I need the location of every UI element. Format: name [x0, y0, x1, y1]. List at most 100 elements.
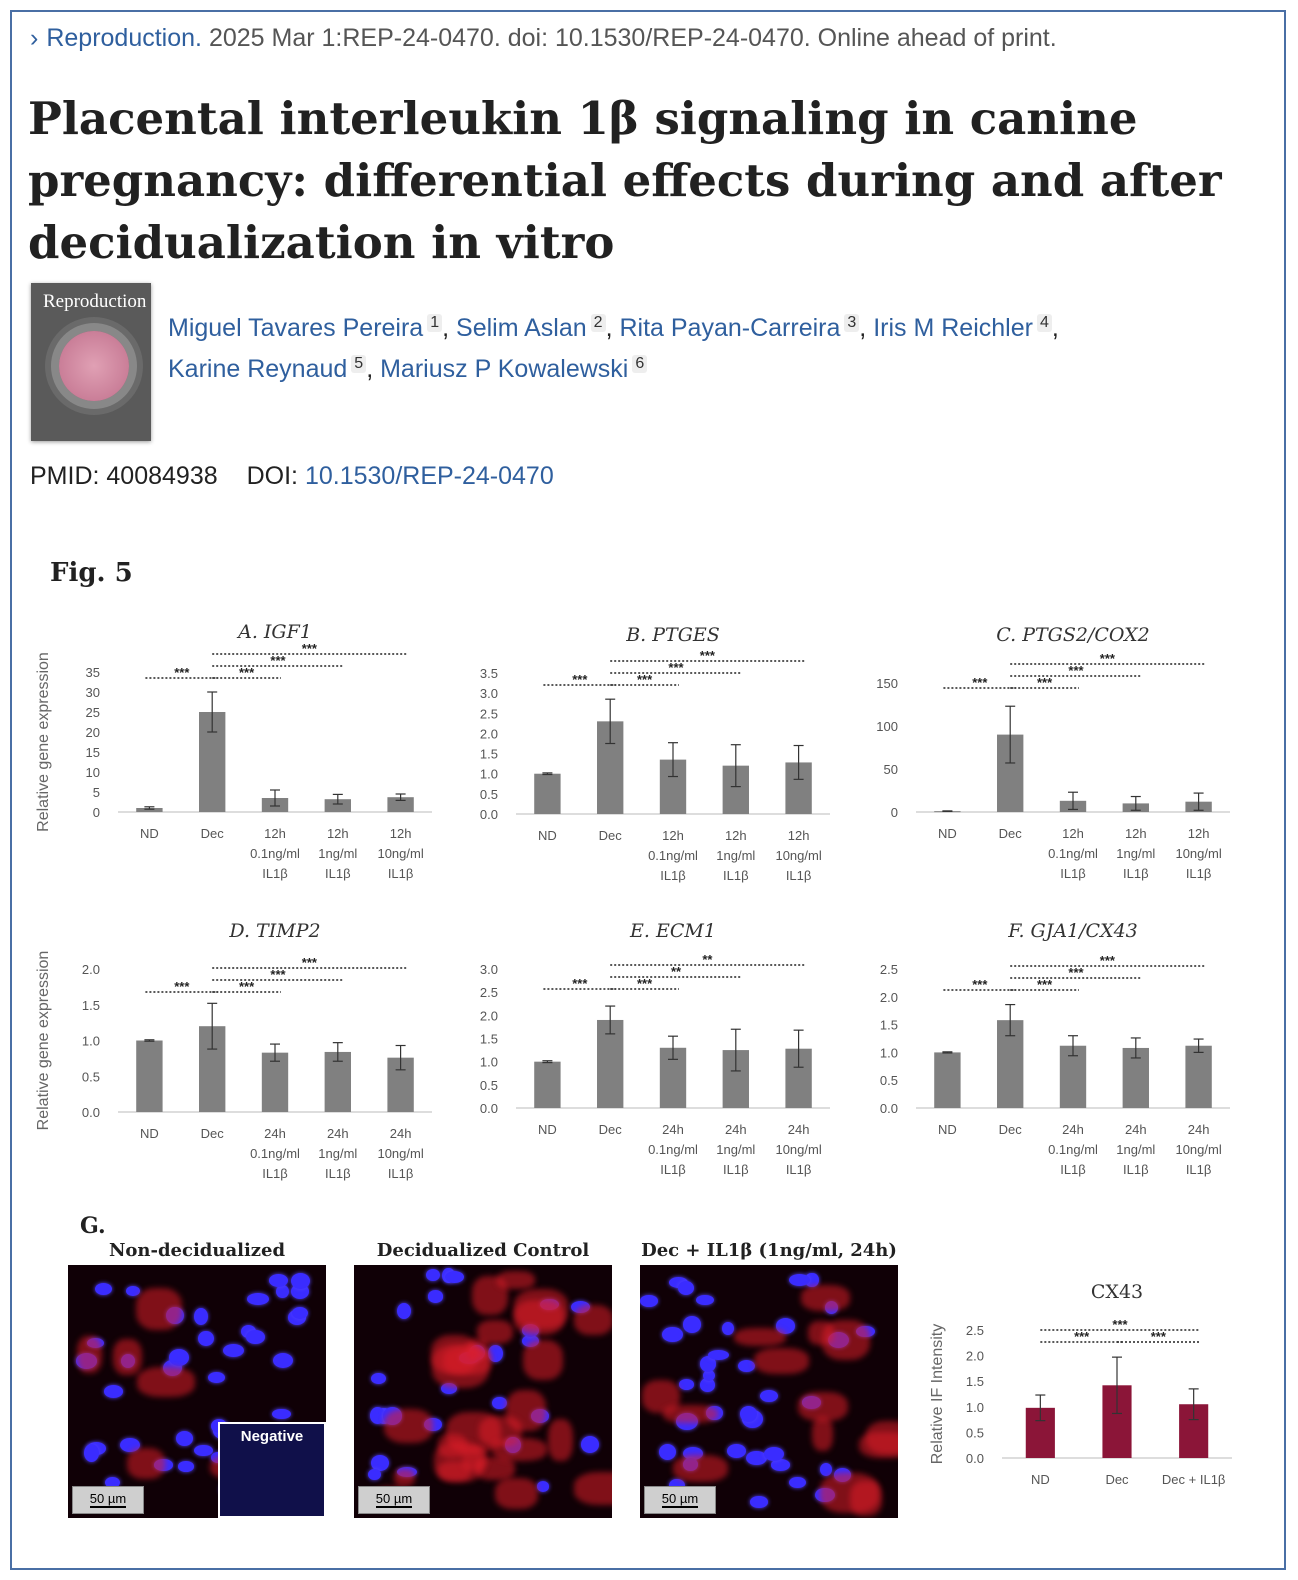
x-tick-label: 1ng/ml [318, 846, 357, 861]
y-tick-label: 2.5 [966, 1323, 984, 1338]
nucleus-stain [492, 1396, 507, 1410]
cytoplasm-stain [476, 1319, 513, 1344]
author-link[interactable]: Selim Aslan [456, 314, 587, 342]
x-tick-label: Dec [599, 828, 623, 843]
x-tick-label: 12h [327, 826, 349, 841]
x-tick-label: IL1β [1060, 1162, 1086, 1177]
y-axis-label: Relative gene expression [35, 652, 52, 832]
nucleus-stain [700, 1378, 715, 1392]
chart-title: F. GJA1/CX43 [1007, 920, 1138, 942]
x-tick-label: 12h [725, 828, 747, 843]
nucleus-stain [789, 1476, 807, 1489]
figure-label: Fig. 5 [50, 558, 133, 588]
doi-link[interactable]: 10.1530/REP-24-0470 [304, 462, 554, 490]
nucleus-stain [208, 1372, 225, 1384]
affiliation-badge[interactable]: 4 [1036, 313, 1052, 332]
bar [387, 797, 414, 812]
y-tick-label: 10 [86, 765, 100, 780]
y-tick-label: 1.0 [966, 1400, 984, 1415]
bar [534, 773, 561, 814]
nucleus-stain [95, 1282, 112, 1295]
nucleus-stain [83, 1444, 99, 1463]
y-tick-label: 1.0 [880, 1045, 898, 1060]
y-tick-label: 1.5 [480, 747, 498, 762]
x-tick-label: Dec [999, 1122, 1023, 1137]
y-tick-label: 3.0 [480, 962, 498, 977]
nucleus-stain [760, 1389, 779, 1402]
y-tick-label: 5 [93, 785, 100, 800]
chart-title: A. IGF1 [236, 621, 312, 643]
significance-label: ** [671, 964, 682, 979]
chart-title: B. PTGES [625, 624, 720, 646]
x-tick-label: IL1β [325, 1166, 351, 1181]
nucleus-stain [699, 1356, 717, 1373]
x-tick-label: Dec [999, 826, 1023, 841]
chart-title: C. PTGS2/COX2 [996, 624, 1149, 646]
journal-cover-image[interactable]: Reproduction [31, 283, 151, 441]
y-tick-label: 0 [93, 805, 100, 820]
cytoplasm-stain [494, 1478, 538, 1509]
chart-title: CX43 [1091, 1281, 1143, 1303]
cytoplasm-stain [548, 1418, 574, 1462]
cytoplasm-stain [753, 1348, 809, 1375]
doi-label: DOI: [246, 462, 298, 490]
x-tick-label: 24h [1125, 1122, 1147, 1137]
x-tick-label: 1ng/ml [318, 1146, 357, 1161]
y-tick-label: 2.0 [966, 1349, 984, 1364]
chart-3: D. TIMP2 Relative gene expression 0.0 0.5 1.… [35, 920, 432, 1181]
cytoplasm-stain [733, 1327, 786, 1346]
x-tick-label: IL1β [1123, 1162, 1149, 1177]
inset-label: Negative [240, 1428, 304, 1445]
author-link[interactable]: Rita Payan-Carreira [619, 314, 841, 342]
author-link[interactable]: Iris M Reichler [873, 314, 1033, 342]
x-tick-label: 10ng/ml [775, 848, 821, 863]
scale-bar: 50 µm [644, 1486, 716, 1514]
x-tick-label: IL1β [723, 868, 749, 883]
nucleus-stain [369, 1406, 385, 1424]
x-tick-label: 24h [725, 1122, 747, 1137]
affiliation-badge[interactable]: 5 [351, 354, 367, 373]
chart-2: C. PTGS2/COX2 0 50 100 150 ND Dec 12h 0.1ng/ml IL… [876, 624, 1230, 881]
bar [324, 799, 351, 812]
chevron-right-icon[interactable]: › [30, 24, 39, 52]
y-tick-label: 20 [86, 725, 100, 740]
y-tick-label: 0.0 [880, 1101, 898, 1116]
nucleus-stain [695, 1294, 714, 1306]
y-tick-label: 1.5 [480, 1032, 498, 1047]
nucleus-stain [103, 1384, 124, 1398]
y-tick-label: 0 [891, 805, 898, 820]
affiliation-badge[interactable]: 1 [427, 313, 443, 332]
y-tick-label: 2.0 [82, 962, 100, 977]
micrograph-decidualized-control: 50 µm [354, 1265, 612, 1518]
x-tick-label: ND [538, 828, 557, 843]
nucleus-stain [273, 1352, 293, 1368]
x-tick-label: IL1β [262, 1166, 288, 1181]
significance-label: *** [1037, 977, 1053, 992]
y-tick-label: 2.5 [480, 706, 498, 721]
nucleus-stain [426, 1269, 441, 1282]
nucleus-stain [737, 1359, 756, 1373]
significance-label: *** [1037, 675, 1053, 690]
x-tick-label: 0.1ng/ml [648, 848, 698, 863]
x-tick-label: Dec [599, 1122, 623, 1137]
nucleus-stain [168, 1349, 190, 1366]
x-tick-label: 0.1ng/ml [250, 1146, 300, 1161]
author-link[interactable]: Karine Reynaud [168, 355, 348, 383]
nucleus-stain [371, 1373, 386, 1385]
significance-label: *** [239, 665, 255, 680]
nucleus-stain [178, 1461, 194, 1472]
nucleus-stain [371, 1455, 389, 1472]
affiliation-badge[interactable]: 2 [590, 313, 606, 332]
author-link[interactable]: Miguel Tavares Pereira [168, 314, 424, 342]
author-link[interactable]: Mariusz P Kowalewski [380, 355, 629, 383]
x-tick-label: IL1β [660, 1162, 686, 1177]
journal-link[interactable]: Reproduction. [46, 24, 202, 52]
y-tick-label: 50 [884, 762, 898, 777]
affiliation-badge[interactable]: 3 [844, 313, 860, 332]
nucleus-stain [677, 1280, 695, 1296]
chart-6: CX43 Relative IF Intensity 0.0 0.5 1.0 1.5 2.0… [929, 1281, 1232, 1487]
cytoplasm-stain [822, 1319, 870, 1361]
nucleus-stain [275, 1284, 289, 1299]
affiliation-badge[interactable]: 6 [632, 354, 648, 373]
